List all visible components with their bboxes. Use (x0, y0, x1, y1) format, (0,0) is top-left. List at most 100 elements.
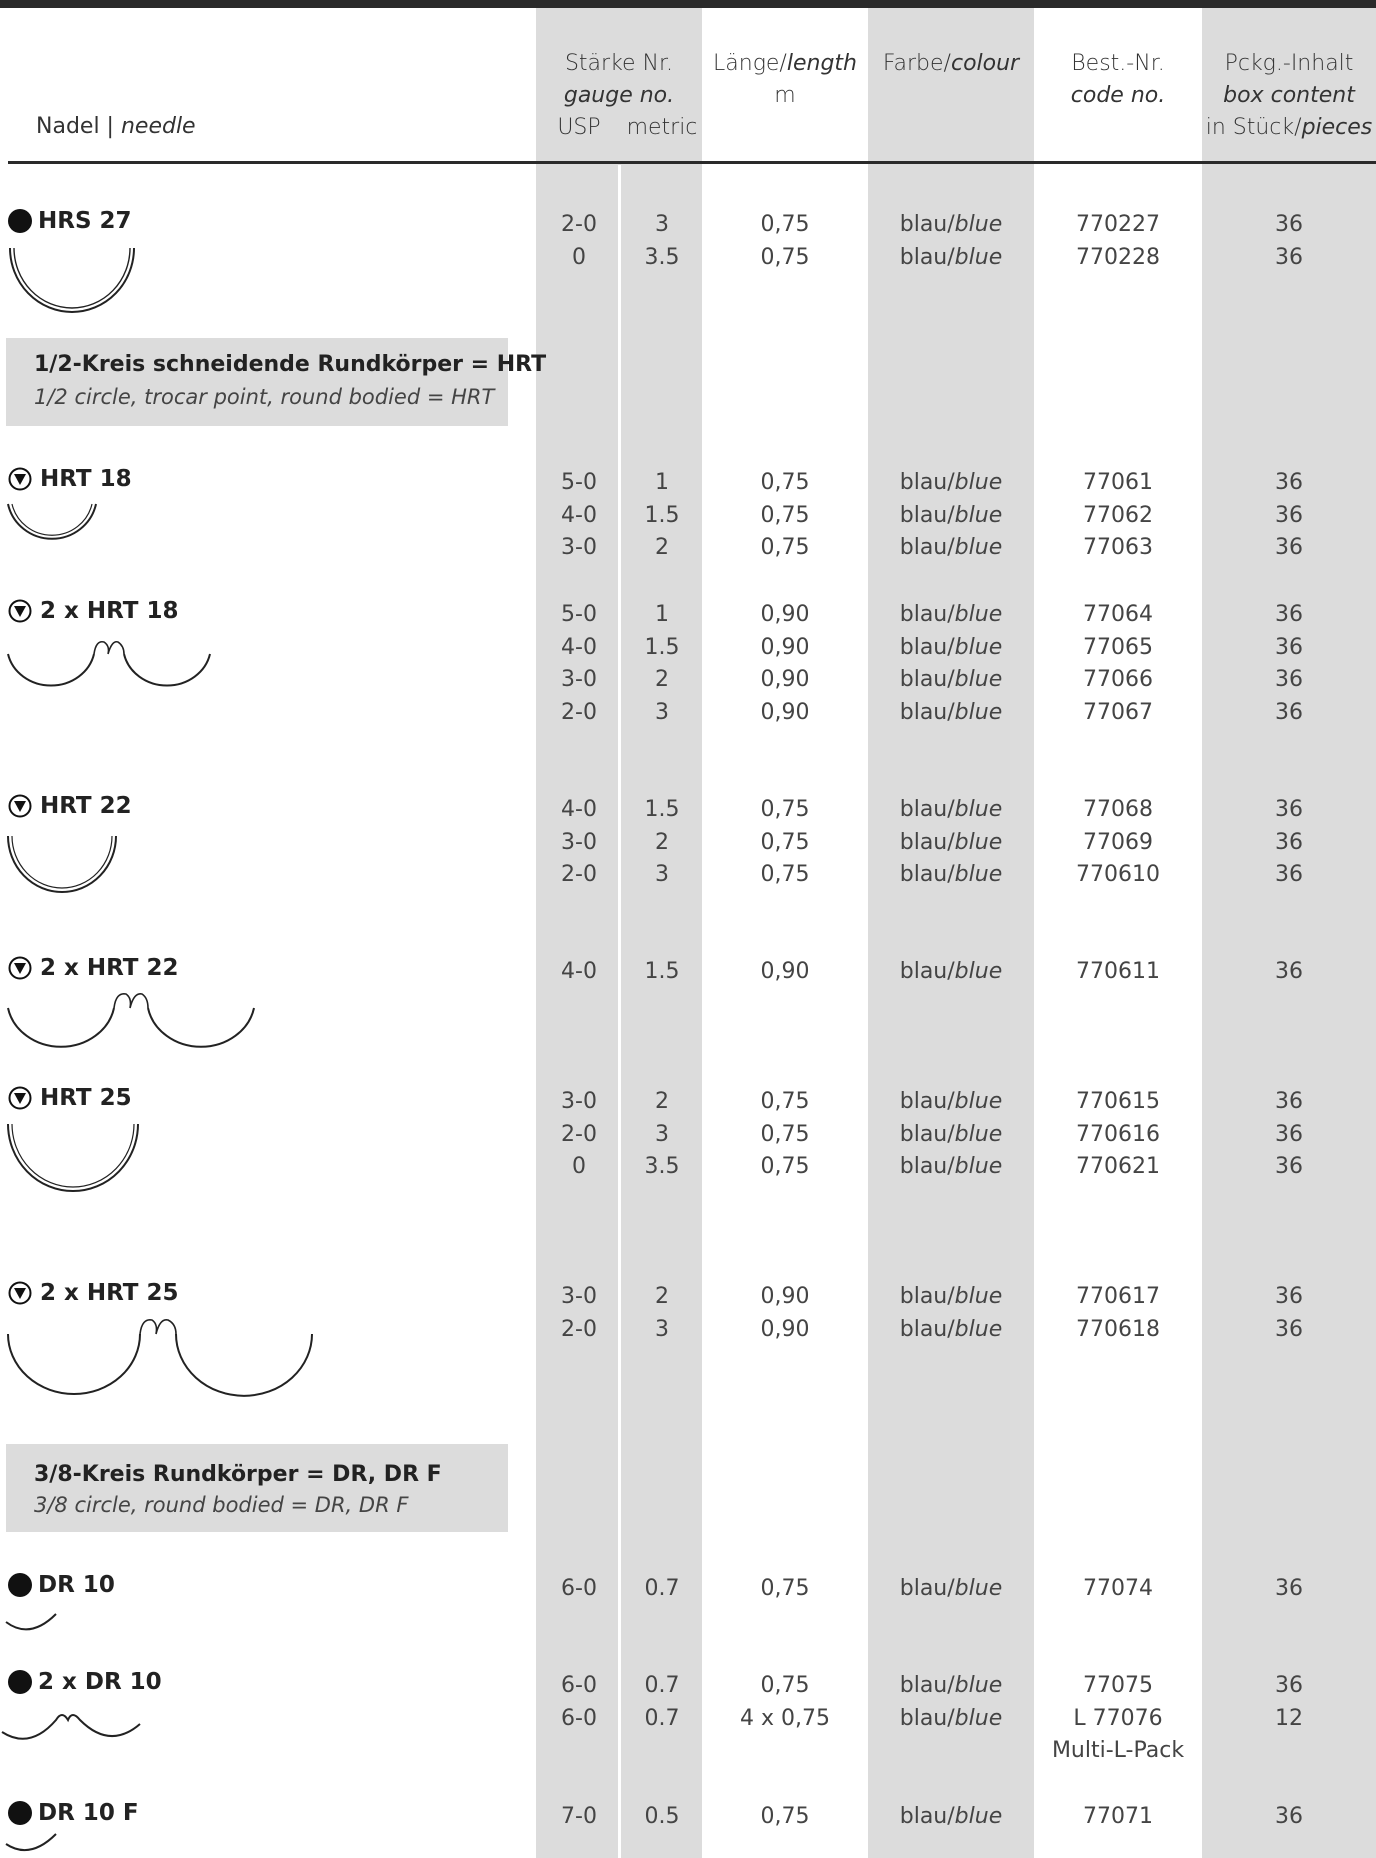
cell-code-note: Multi-L-Pack (1051, 1738, 1185, 1763)
cell-metric: 1.5 (644, 502, 680, 528)
cell-usp: 3-0 (561, 829, 597, 855)
cell-colour: blau/blue (868, 503, 1034, 528)
cell-usp: 2-0 (561, 1316, 597, 1342)
cell-usp: 0 (572, 244, 586, 270)
cell-metric: 3 (655, 1316, 669, 1342)
cell-metric: 1.5 (644, 634, 680, 660)
cell-metric: 3.5 (644, 244, 680, 270)
cell-metric: 1 (655, 470, 669, 495)
cell-metric: 2 (655, 1284, 669, 1309)
colour-en: blue (954, 602, 1003, 627)
header-box: Pckg.-Inhalt box content in Stück/pieces (1205, 51, 1373, 140)
top-rule (0, 0, 1376, 8)
cell-colour: blau/blue (868, 1317, 1034, 1342)
cell-length: 0,90 (760, 1284, 810, 1309)
colour-en: blue (954, 1673, 1003, 1698)
colour-de: blau/ (899, 797, 955, 822)
cell-code: 77071 (1083, 1804, 1153, 1829)
cell-length: 0,90 (760, 959, 810, 984)
cell-usp: 3-0 (561, 667, 597, 692)
cell-metric: 2 (655, 535, 669, 560)
cell-metric: 2 (655, 667, 669, 692)
colour-de: blau/ (899, 602, 955, 627)
cell-code: 77066 (1083, 667, 1153, 692)
cell-length: 0,75 (760, 1154, 810, 1179)
cell-code: 770610 (1076, 862, 1160, 887)
needle-name-label: 2 x HRT 25 (40, 1280, 179, 1306)
colour-de: blau/ (899, 535, 955, 560)
cell-metric: 2 (655, 829, 669, 855)
cell-usp: 5-0 (561, 470, 597, 495)
cell-box: 36 (1275, 1576, 1303, 1601)
cell-colour: blau/blue (868, 797, 1034, 822)
cell-box: 12 (1275, 1705, 1303, 1731)
cell-length: 0,75 (760, 862, 810, 887)
needle-dr10-icon (5, 1613, 57, 1631)
colour-en: blue (954, 1705, 1003, 1731)
cell-usp: 3-0 (561, 1089, 597, 1114)
needle-dr10f-icon (5, 1833, 57, 1852)
cell-metric: 1.5 (644, 797, 680, 822)
cell-length: 0,75 (760, 502, 810, 528)
colour-en: blue (954, 1576, 1003, 1601)
cell-colour: blau/blue (868, 602, 1034, 627)
cell-length: 0,75 (760, 1673, 810, 1698)
cell-usp: 3-0 (561, 1284, 597, 1309)
section-title: 3/8-Kreis Rundkörper = DR, DR F (34, 1462, 442, 1487)
cell-colour: blau/blue (868, 959, 1034, 984)
cell-usp: 2-0 (561, 1121, 597, 1147)
cell-box: 36 (1275, 797, 1303, 822)
colour-de: blau/ (899, 1576, 955, 1601)
header-needle: Nadel | needle (36, 114, 196, 139)
cell-length: 0,90 (760, 1316, 810, 1342)
round-dot-icon (8, 1670, 32, 1694)
cell-code: 770621 (1076, 1154, 1160, 1179)
trocar-triangle-icon (8, 794, 32, 818)
cell-usp: 2-0 (561, 699, 597, 725)
colour-en: blue (954, 502, 1003, 528)
cell-usp: 6-0 (561, 1576, 597, 1601)
cell-length: 0,75 (760, 244, 810, 270)
cell-usp: 7-0 (561, 1804, 597, 1829)
header-rule (8, 161, 1376, 164)
cell-colour: blau/blue (868, 1804, 1034, 1829)
needle-2xhrt22-icon (7, 992, 255, 1048)
cell-colour: blau/blue (868, 862, 1034, 887)
section-title: 1/2-Kreis schneidende Rundkörper = HRT (34, 352, 547, 377)
needle-name: 2 x HRT 25 (8, 1280, 178, 1306)
cell-length: 0,75 (760, 1121, 810, 1147)
cell-box: 36 (1275, 829, 1303, 855)
cell-length: 0,75 (760, 212, 810, 237)
needle-name: 2 x DR 10 (8, 1669, 162, 1695)
cell-usp: 0 (572, 1154, 586, 1179)
cell-colour: blau/blue (868, 1706, 1034, 1731)
colour-en: blue (954, 797, 1003, 822)
cell-box: 36 (1275, 1673, 1303, 1698)
cell-metric: 2 (655, 1089, 669, 1114)
round-dot-icon (8, 1573, 32, 1597)
header-colour: Farbe/colour (882, 51, 1020, 76)
cell-box: 36 (1275, 535, 1303, 560)
header-gauge: Stärke Nr. gauge no. (563, 51, 675, 108)
trocar-triangle-icon (8, 956, 32, 980)
colour-en: blue (954, 470, 1003, 495)
colour-de: blau/ (899, 699, 955, 725)
colour-en: blue (954, 862, 1003, 887)
cell-length: 0,75 (760, 470, 810, 495)
needle-name: HRT 22 (8, 793, 132, 819)
needle-name-label: HRT 22 (40, 793, 132, 819)
colour-de: blau/ (899, 1154, 955, 1179)
needle-name-label: HRS 27 (38, 208, 132, 234)
colour-de: blau/ (899, 212, 955, 237)
cell-length: 0,75 (760, 1576, 810, 1601)
cell-usp: 2-0 (561, 212, 597, 237)
needle-name-label: 2 x HRT 18 (40, 598, 179, 624)
trocar-triangle-icon (8, 1086, 32, 1110)
colour-column-band (868, 8, 1034, 1858)
colour-en: blue (954, 535, 1003, 560)
section-hrt: 1/2-Kreis schneidende Rundkörper = HRT 1… (6, 338, 546, 426)
colour-de: blau/ (899, 502, 955, 528)
header-code: Best.-Nr. code no. (1070, 51, 1166, 108)
cell-code: 77075 (1083, 1673, 1153, 1698)
cell-metric: 0.7 (644, 1673, 680, 1698)
